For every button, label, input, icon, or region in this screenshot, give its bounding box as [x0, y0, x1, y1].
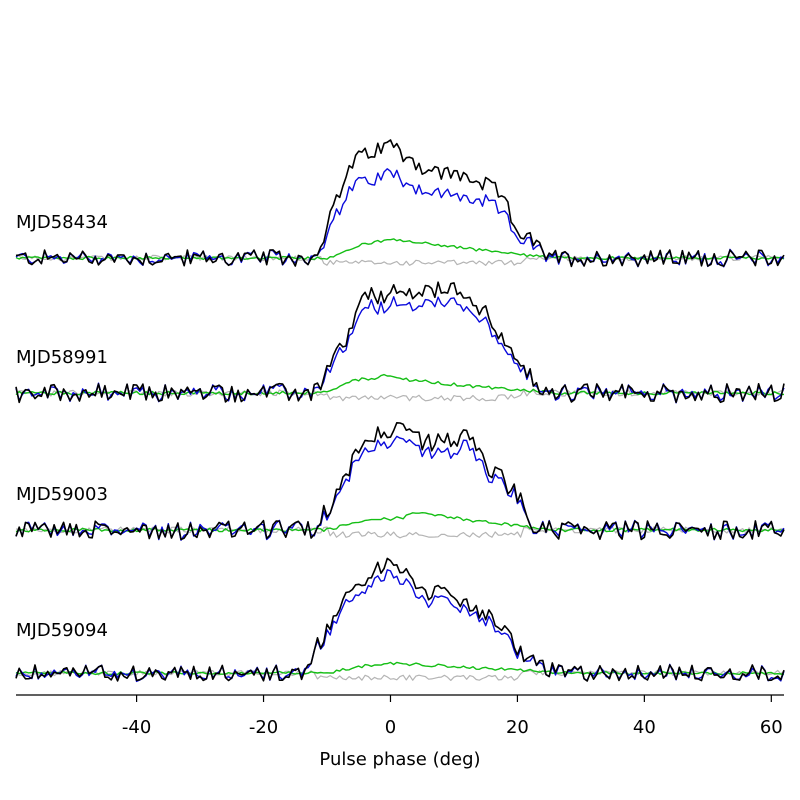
- epoch-label: MJD58991: [16, 347, 108, 368]
- x-tick-label: -40: [122, 717, 151, 738]
- x-tick-label: 60: [760, 717, 783, 738]
- epoch-label: MJD59094: [16, 620, 108, 641]
- x-tick-label: 40: [633, 717, 656, 738]
- linear-polarization-trace: [15, 296, 785, 404]
- panel-MJD58434: MJD58434: [15, 139, 785, 268]
- circular-polarization-trace: [15, 238, 785, 261]
- epoch-label: MJD59003: [16, 484, 108, 505]
- epoch-label: MJD58434: [16, 212, 108, 233]
- linear-polarization-trace: [15, 569, 785, 683]
- total-intensity-trace: [15, 422, 785, 541]
- x-axis-label: Pulse phase (deg): [319, 749, 480, 770]
- x-tick-label: 0: [385, 717, 396, 738]
- circular-polarization-trace: [15, 661, 785, 676]
- total-intensity-trace: [15, 281, 785, 404]
- x-tick-label: 20: [506, 717, 529, 738]
- total-intensity-trace: [15, 557, 785, 682]
- x-axis: -40 -20 0 20 40 60: [16, 694, 784, 738]
- panel-MJD59003: MJD59003: [15, 422, 785, 541]
- total-intensity-trace: [15, 139, 785, 268]
- panel-MJD58991: MJD58991: [15, 281, 785, 404]
- x-tick-label: -20: [249, 717, 278, 738]
- panels-layer: MJD58434 MJD58991 MJD59003 MJD59094: [15, 139, 785, 683]
- circular-polarization-trace: [15, 512, 785, 533]
- linear-polarization-trace: [15, 435, 785, 541]
- panel-MJD59094: MJD59094: [15, 557, 785, 683]
